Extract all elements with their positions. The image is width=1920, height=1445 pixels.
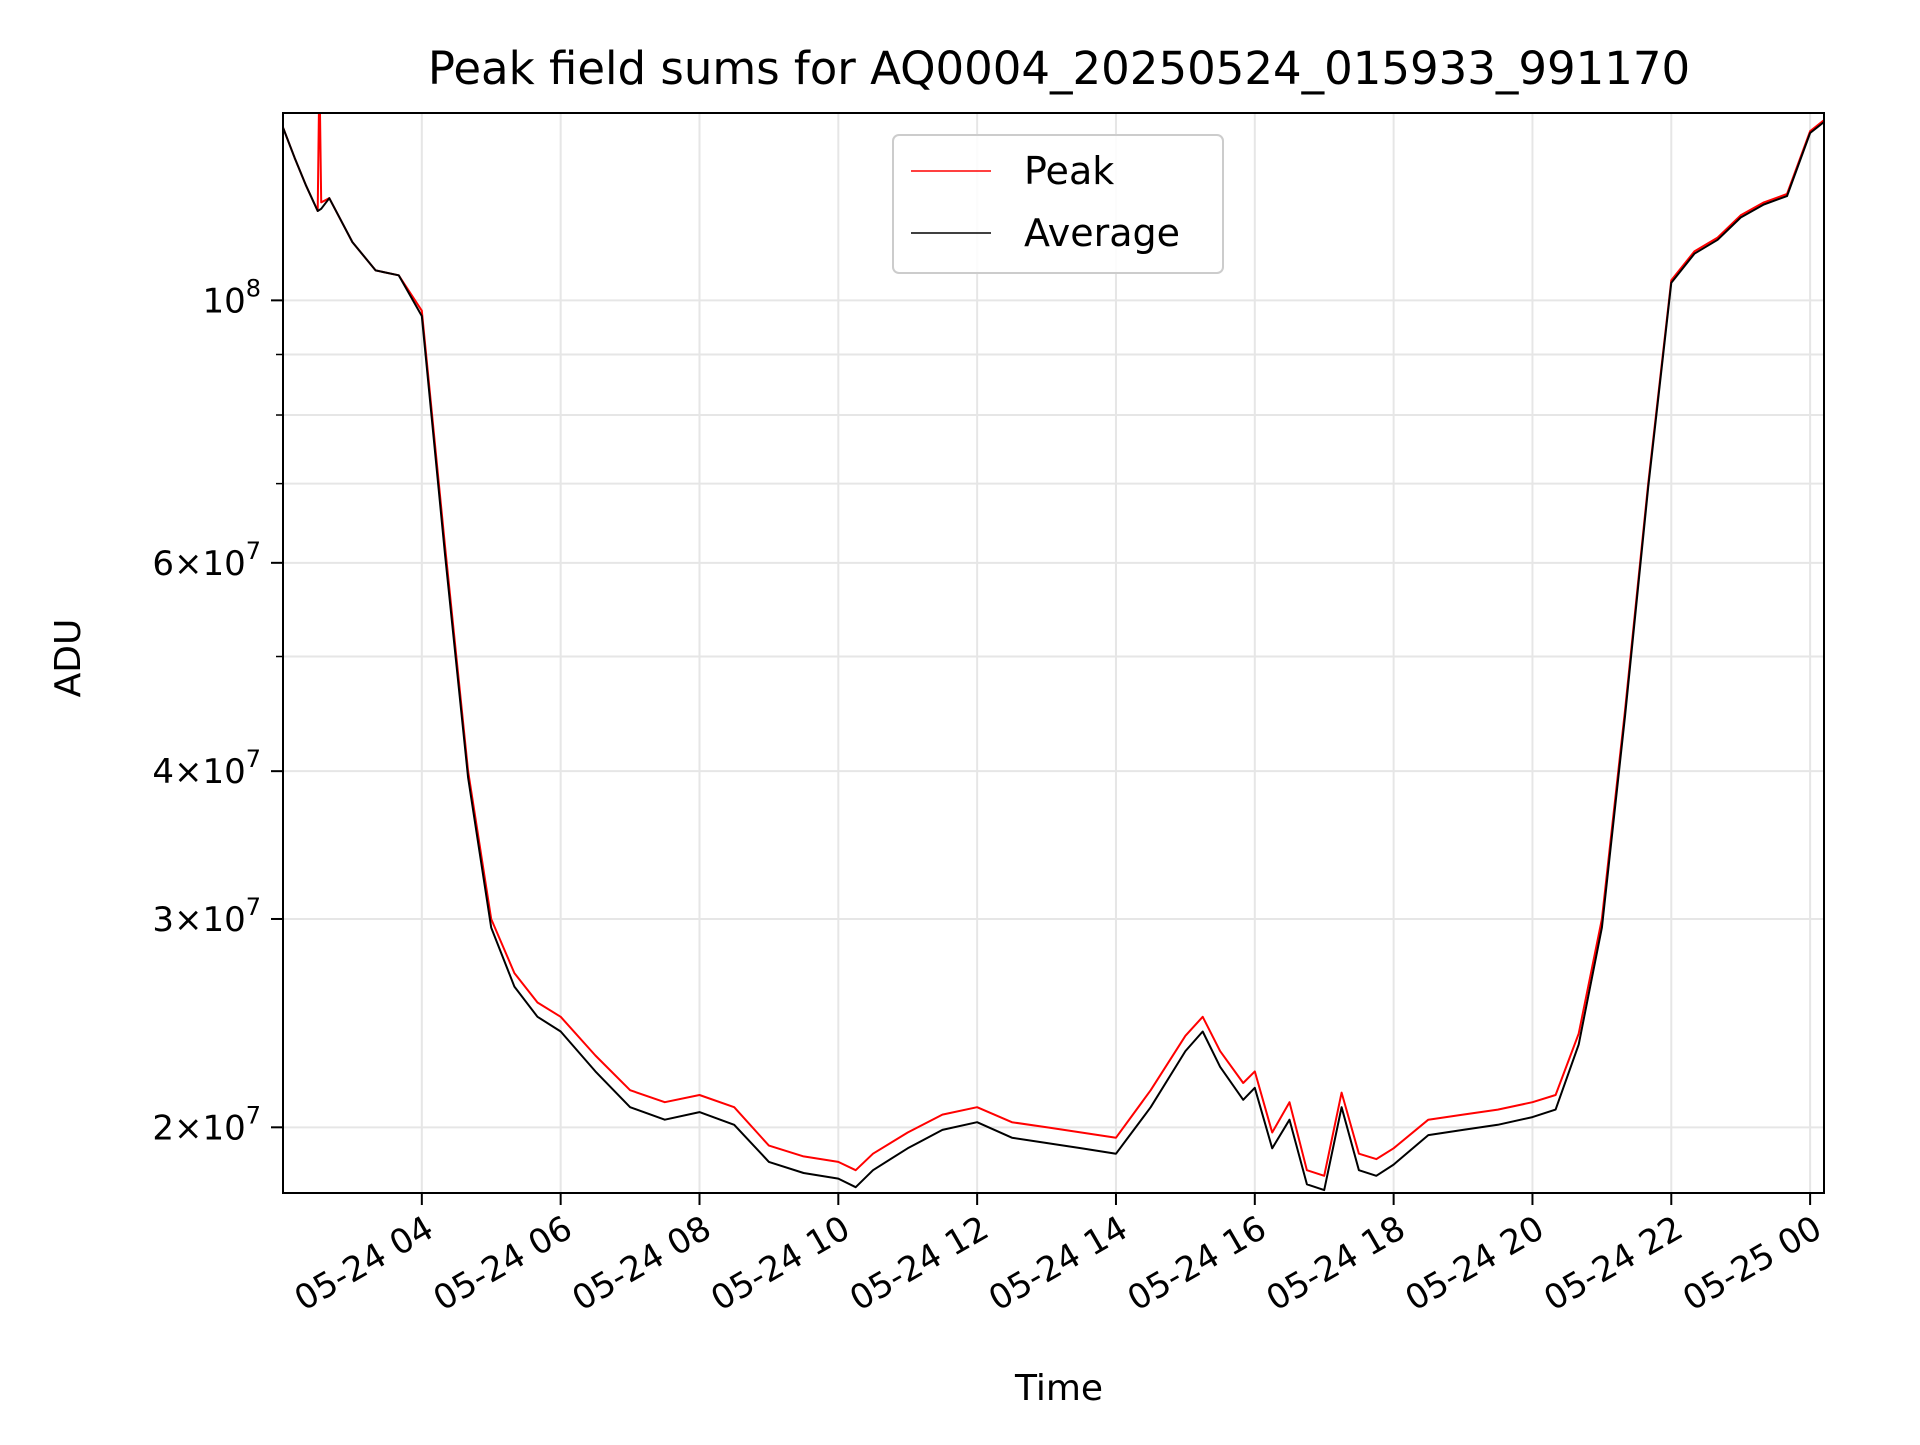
legend-label-peak: Peak	[1024, 149, 1114, 193]
plot-frame	[282, 112, 1825, 1194]
series-line-peak	[282, 112, 1825, 1177]
y-axis-label: ADU	[48, 619, 89, 698]
x-axis-label: Time	[1014, 1368, 1103, 1409]
series-line-average	[282, 121, 1825, 1192]
legend-box	[892, 134, 1224, 274]
legend-label-average: Average	[1024, 211, 1180, 255]
y-tick-label: 3×107	[152, 893, 261, 940]
chart-title: Peak field sums for AQ0004_20250524_0159…	[428, 42, 1690, 95]
y-tick-label: 2×107	[152, 1101, 261, 1148]
legend: Peak Average	[892, 134, 1224, 274]
y-tick-label: 108	[202, 274, 261, 321]
gridlines	[283, 113, 1824, 1193]
y-tick-label: 6×107	[152, 537, 261, 584]
plot-series	[282, 112, 1825, 1192]
y-tick-label: 4×107	[152, 745, 261, 792]
